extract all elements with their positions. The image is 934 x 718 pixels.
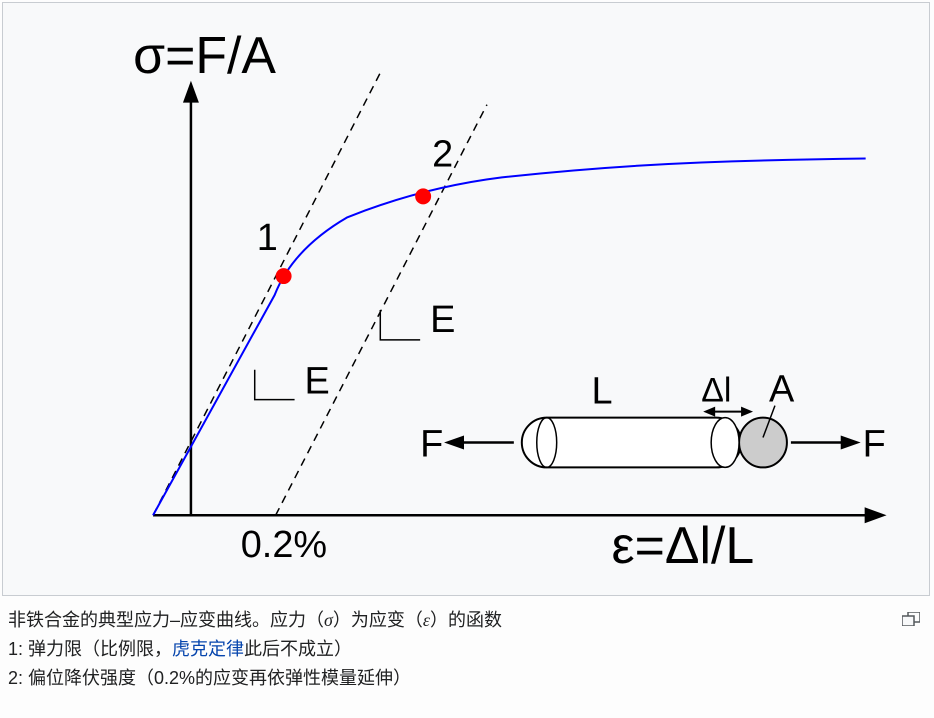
- point-1: [276, 268, 292, 284]
- stress-strain-chart: σ=F/A ε=Δl/L 1 2 E E 0.2%: [3, 3, 929, 595]
- slope-marker-2: [380, 310, 420, 340]
- slope-label-1: E: [305, 361, 330, 403]
- length-label: L: [592, 371, 613, 413]
- caption-area: 非铁合金的典型应力–应变曲线。应力（σ）为应变（ε）的函数 1: 弹力限（比例限…: [0, 598, 934, 700]
- delta-l-label: Δl: [701, 372, 731, 410]
- force-label-right: F: [863, 423, 886, 465]
- caption-line-1: 非铁合金的典型应力–应变曲线。应力（σ）为应变（ε）的函数: [8, 606, 926, 635]
- x-axis-arrow: [865, 507, 887, 523]
- specimen-right-inner: [711, 418, 739, 468]
- caption-line-3: 2: 偏位降伏强度（0.2%的应变再依弹性模量延伸）: [8, 664, 926, 693]
- caption-epsilon: ε: [423, 610, 430, 630]
- force-label-left: F: [420, 423, 443, 465]
- point-2-label: 2: [432, 133, 453, 175]
- force-arrow-left-head: [444, 436, 464, 450]
- caption-text-2b: 此后不成立）: [244, 639, 352, 659]
- caption-sigma: σ: [324, 610, 333, 630]
- delta-l-arrow-right: [741, 407, 753, 417]
- caption-text-1a: 非铁合金的典型应力–应变曲线。应力（: [8, 610, 324, 630]
- caption-text-1e: ）的函数: [430, 610, 502, 630]
- specimen-rod: [522, 418, 741, 468]
- specimen-extension: [739, 418, 787, 468]
- x-axis-label: ε=Δl/L: [612, 516, 755, 574]
- y-axis-arrow: [183, 81, 199, 103]
- point-1-label: 1: [257, 217, 278, 259]
- y-axis-label: σ=F/A: [133, 26, 276, 84]
- dashed-line-1: [153, 73, 380, 516]
- chart-box: σ=F/A ε=Δl/L 1 2 E E 0.2%: [2, 2, 930, 596]
- caption-line-2: 1: 弹力限（比例限，虎克定律此后不成立）: [8, 635, 926, 664]
- area-label: A: [769, 369, 795, 411]
- point-2: [415, 188, 431, 204]
- caption-text-2a: 1: 弹力限（比例限，: [8, 639, 172, 659]
- slope-marker-1: [255, 370, 295, 400]
- force-arrow-right-head: [841, 436, 861, 450]
- offset-label: 0.2%: [241, 524, 327, 566]
- hooke-law-link[interactable]: 虎克定律: [172, 639, 244, 659]
- caption-text-1c: ）为应变（: [333, 610, 423, 630]
- figure-container: σ=F/A ε=Δl/L 1 2 E E 0.2%: [0, 2, 934, 718]
- slope-label-2: E: [430, 299, 455, 341]
- enlarge-icon[interactable]: [902, 606, 920, 635]
